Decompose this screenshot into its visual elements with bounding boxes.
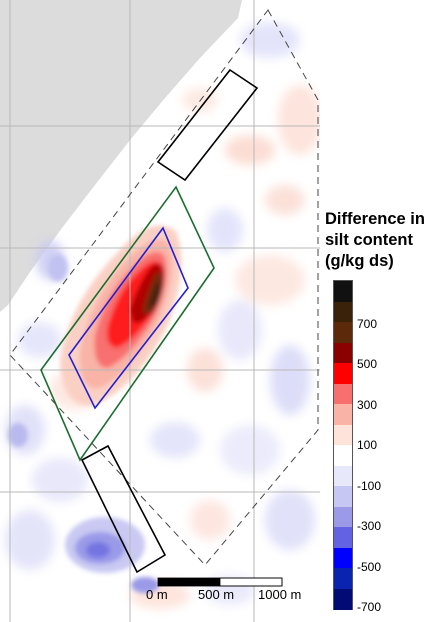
legend-tick-100: 100	[357, 438, 378, 452]
land-area	[0, 0, 242, 312]
legend-swatch	[334, 506, 352, 528]
scale-label-0: 0 m	[146, 587, 168, 602]
scale-bar	[157, 577, 283, 587]
legend-tick-minus-300: -300	[357, 519, 382, 533]
legend-swatch	[334, 568, 352, 589]
legend-title-line-2: silt content	[325, 231, 414, 249]
negative-difference-zone	[8, 423, 159, 593]
legend-tick-minus-700: -700	[357, 600, 382, 614]
inner-study-area	[68, 226, 189, 410]
legend-title: Difference in silt content (g/kg ds)	[325, 209, 435, 272]
scale-label-1000: 1000 m	[258, 587, 302, 602]
legend-tick-500: 500	[357, 357, 378, 371]
legend-title-line-1: Difference in	[325, 210, 425, 228]
legend-swatch	[334, 281, 352, 302]
legend-tick-300: 300	[357, 398, 378, 412]
outer-study-area	[40, 185, 215, 462]
legend-tick-minus-500: -500	[357, 560, 382, 574]
legend-swatch	[334, 424, 352, 446]
legend-swatch	[334, 486, 352, 507]
deposit-zone-north	[156, 68, 259, 182]
legend-swatch	[334, 404, 352, 425]
legend-tick-minus-100: -100	[357, 479, 382, 493]
legend-swatch	[334, 383, 352, 405]
legend-swatch	[334, 547, 352, 569]
map-grid	[0, 0, 320, 622]
positive-difference-zone	[48, 225, 182, 406]
scale-label-500: 500 m	[198, 587, 235, 602]
legend-color-bar	[333, 280, 353, 610]
deposit-zone-south	[80, 444, 167, 574]
legend-swatch	[334, 301, 352, 323]
legend-swatch	[334, 588, 352, 610]
legend-swatch	[334, 445, 352, 466]
legend-title-line-3: (g/kg ds)	[325, 252, 394, 270]
legend-swatch	[334, 527, 352, 548]
legend-swatch	[334, 465, 352, 487]
legend-swatch	[334, 342, 352, 364]
legend-swatch	[334, 363, 352, 384]
survey-boundary	[9, 9, 319, 566]
legend-swatch	[334, 322, 352, 343]
legend-tick-700: 700	[357, 317, 378, 331]
